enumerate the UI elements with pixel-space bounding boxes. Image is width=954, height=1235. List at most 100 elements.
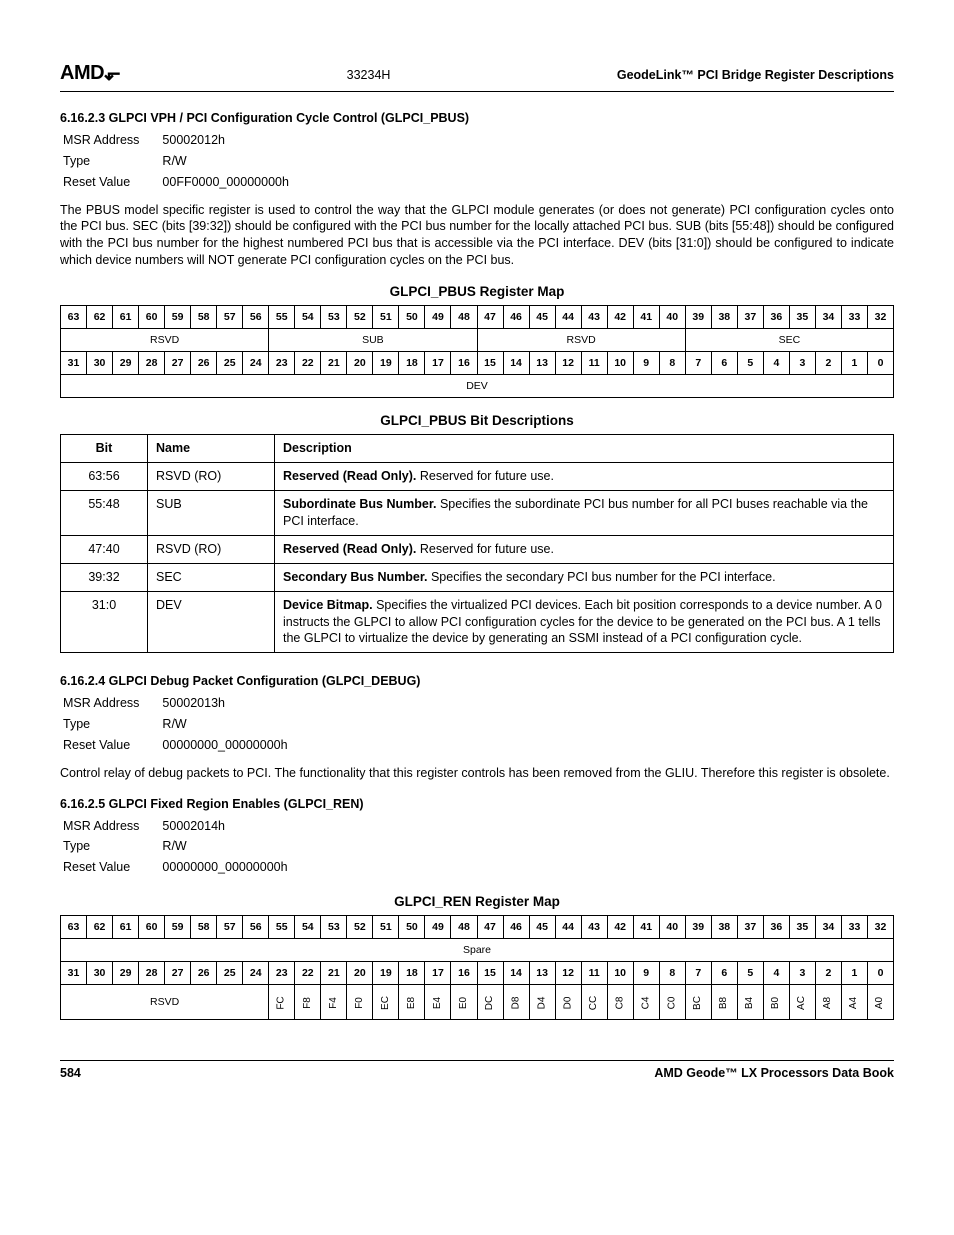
bit-number: 18 [399, 962, 425, 985]
bit-number: 56 [243, 916, 269, 939]
field-label: A0 [867, 985, 893, 1020]
bit-number: 11 [581, 352, 607, 375]
bit-number: 51 [373, 916, 399, 939]
bit-number: 16 [451, 352, 477, 375]
bit-range: 31:0 [61, 591, 148, 653]
meta-label: MSR Address [62, 131, 159, 150]
bit-number: 25 [217, 962, 243, 985]
field-name: SUB [148, 491, 275, 536]
field-label: CC [581, 985, 607, 1020]
bit-number: 2 [815, 352, 841, 375]
field-name: RSVD (RO) [148, 535, 275, 563]
field-label: A8 [815, 985, 841, 1020]
bit-number: 41 [633, 916, 659, 939]
bit-number: 14 [503, 352, 529, 375]
bit-number: 19 [373, 962, 399, 985]
bit-number: 30 [87, 962, 113, 985]
bit-number: 51 [373, 306, 399, 329]
bit-number: 60 [139, 306, 165, 329]
bit-number: 56 [243, 306, 269, 329]
page-footer: 584 AMD Geode™ LX Processors Data Book [60, 1060, 894, 1082]
bit-number: 1 [841, 962, 867, 985]
field-label: Spare [61, 939, 894, 962]
bit-number: 33 [841, 916, 867, 939]
footer-title: AMD Geode™ LX Processors Data Book [654, 1065, 894, 1082]
field-label: F8 [295, 985, 321, 1020]
bit-number: 6 [711, 352, 737, 375]
bit-number: 40 [659, 306, 685, 329]
meta-value: R/W [161, 715, 307, 734]
bit-number: 3 [789, 962, 815, 985]
bit-number: 53 [321, 916, 347, 939]
bit-number: 30 [87, 352, 113, 375]
field-label: D4 [529, 985, 555, 1020]
bit-number: 35 [789, 306, 815, 329]
bit-number: 5 [737, 962, 763, 985]
bit-number: 61 [113, 306, 139, 329]
field-label: C4 [633, 985, 659, 1020]
bit-number: 26 [191, 352, 217, 375]
field-label: AC [789, 985, 815, 1020]
bit-number: 63 [61, 916, 87, 939]
register-meta: MSR Address50002013h TypeR/W Reset Value… [60, 692, 310, 757]
bit-number: 39 [685, 916, 711, 939]
bit-number: 12 [555, 962, 581, 985]
bit-number: 45 [529, 916, 555, 939]
header-title: GeodeLink™ PCI Bridge Register Descripti… [617, 67, 894, 84]
bit-number: 14 [503, 962, 529, 985]
bit-number: 49 [425, 916, 451, 939]
meta-value: R/W [161, 152, 309, 171]
bit-number: 17 [425, 962, 451, 985]
field-name: SEC [148, 563, 275, 591]
field-label: C0 [659, 985, 685, 1020]
bit-number: 21 [321, 352, 347, 375]
bit-number: 0 [867, 352, 893, 375]
bit-number: 5 [737, 352, 763, 375]
bit-number: 32 [867, 306, 893, 329]
bit-number: 46 [503, 916, 529, 939]
field-label: EC [373, 985, 399, 1020]
col-header: Name [148, 435, 275, 463]
field-label: FC [269, 985, 295, 1020]
bit-number: 1 [841, 352, 867, 375]
bit-number: 13 [529, 962, 555, 985]
field-name: DEV [148, 591, 275, 653]
bit-number: 36 [763, 916, 789, 939]
bit-number: 50 [399, 916, 425, 939]
page-number: 584 [60, 1065, 81, 1082]
meta-value: 00000000_00000000h [161, 736, 307, 755]
bit-number: 43 [581, 306, 607, 329]
field-description: Secondary Bus Number. Specifies the seco… [275, 563, 894, 591]
meta-label: MSR Address [62, 694, 159, 713]
bit-number: 24 [243, 352, 269, 375]
bit-number: 57 [217, 306, 243, 329]
field-label: B8 [711, 985, 737, 1020]
bit-number: 13 [529, 352, 555, 375]
bit-number: 7 [685, 962, 711, 985]
field-label: B0 [763, 985, 789, 1020]
meta-label: Type [62, 152, 159, 171]
bit-number: 9 [633, 962, 659, 985]
bit-number: 22 [295, 352, 321, 375]
bit-number: 55 [269, 916, 295, 939]
meta-label: MSR Address [62, 817, 159, 836]
meta-label: Reset Value [62, 736, 159, 755]
bit-number: 29 [113, 352, 139, 375]
bit-number: 15 [477, 352, 503, 375]
bit-number: 44 [555, 916, 581, 939]
bit-number: 50 [399, 306, 425, 329]
doc-number: 33234H [347, 67, 391, 84]
bit-number: 58 [191, 306, 217, 329]
bit-number: 26 [191, 962, 217, 985]
bit-range: 55:48 [61, 491, 148, 536]
field-label: DC [477, 985, 503, 1020]
field-description: Reserved (Read Only). Reserved for futur… [275, 535, 894, 563]
section-heading: 6.16.2.5 GLPCI Fixed Region Enables (GLP… [60, 796, 894, 813]
bit-range: 63:56 [61, 463, 148, 491]
bit-number: 52 [347, 916, 373, 939]
field-description: Device Bitmap. Specifies the virtualized… [275, 591, 894, 653]
bit-number: 22 [295, 962, 321, 985]
meta-value: R/W [161, 837, 307, 856]
pbus-bit-descriptions: Bit Name Description 63:56RSVD (RO)Reser… [60, 434, 894, 653]
meta-label: Type [62, 715, 159, 734]
